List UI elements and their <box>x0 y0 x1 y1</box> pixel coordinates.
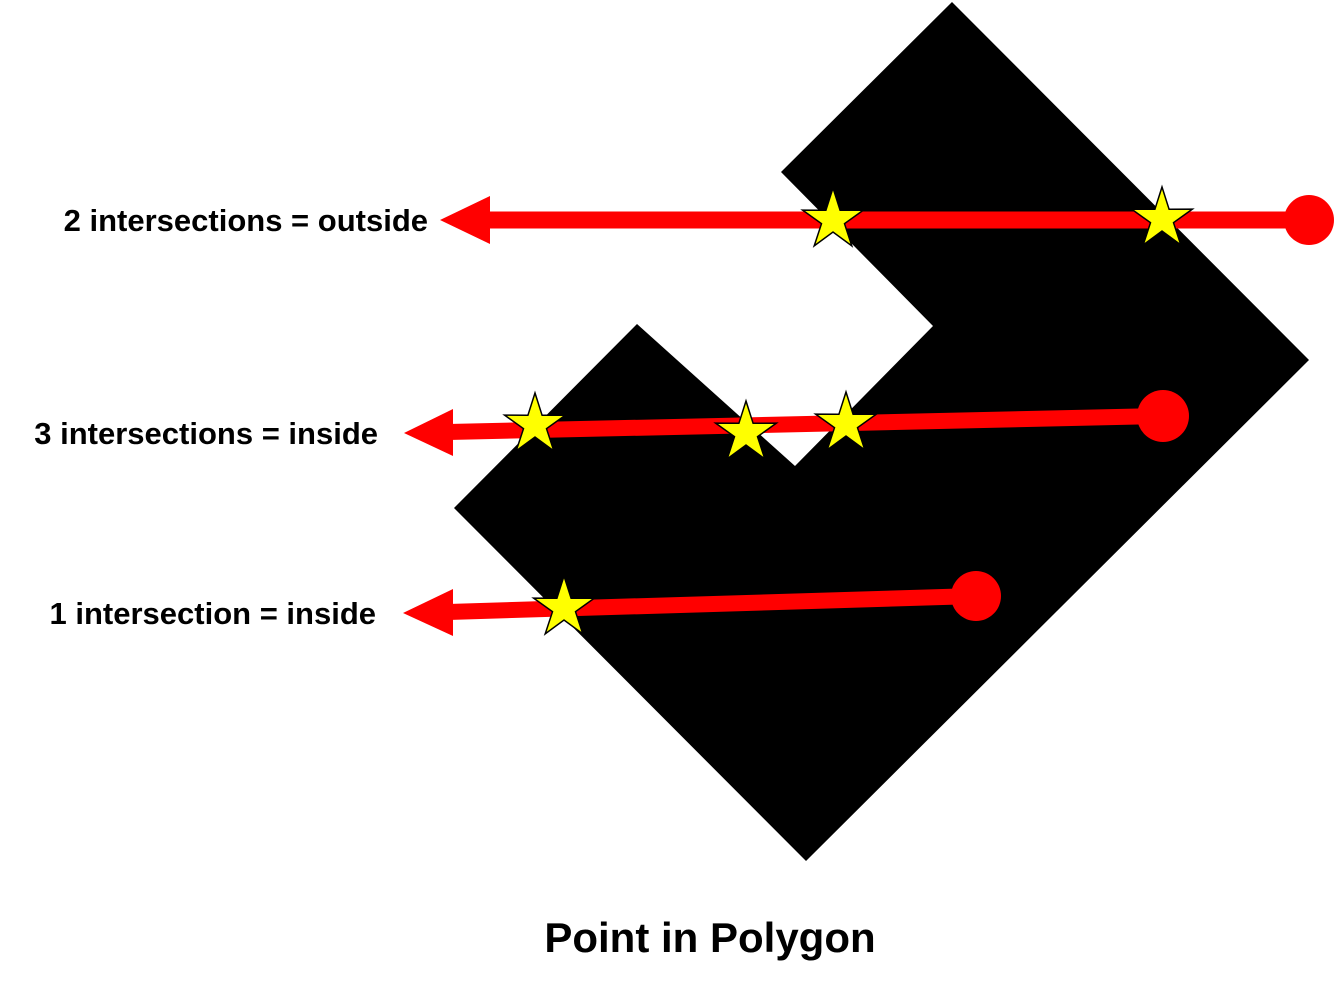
ray-label-inside-1: 1 intersection = inside <box>50 596 376 631</box>
star-icon <box>1129 184 1195 247</box>
star-icon <box>502 390 568 453</box>
ray-line <box>447 588 977 620</box>
arrow-left-icon <box>403 589 453 636</box>
star-icon <box>813 389 879 452</box>
start-point-dot <box>1137 390 1189 442</box>
start-point-dot <box>951 571 1001 621</box>
ray-outside <box>440 184 1334 248</box>
ray-label-inside-3: 3 intersections = inside <box>34 416 378 451</box>
ray-inside-3 <box>404 389 1189 461</box>
start-point-dot <box>1284 195 1334 245</box>
ray-label-outside: 2 intersections = outside <box>64 203 428 238</box>
diagram-title: Point in Polygon <box>544 914 875 961</box>
star-icon <box>800 185 866 248</box>
arrow-left-icon <box>440 196 490 244</box>
ray-line <box>447 408 1164 440</box>
ray-inside-1 <box>403 571 1001 636</box>
star-icon <box>713 398 779 461</box>
star-icon <box>531 573 597 636</box>
arrow-left-icon <box>404 409 453 456</box>
